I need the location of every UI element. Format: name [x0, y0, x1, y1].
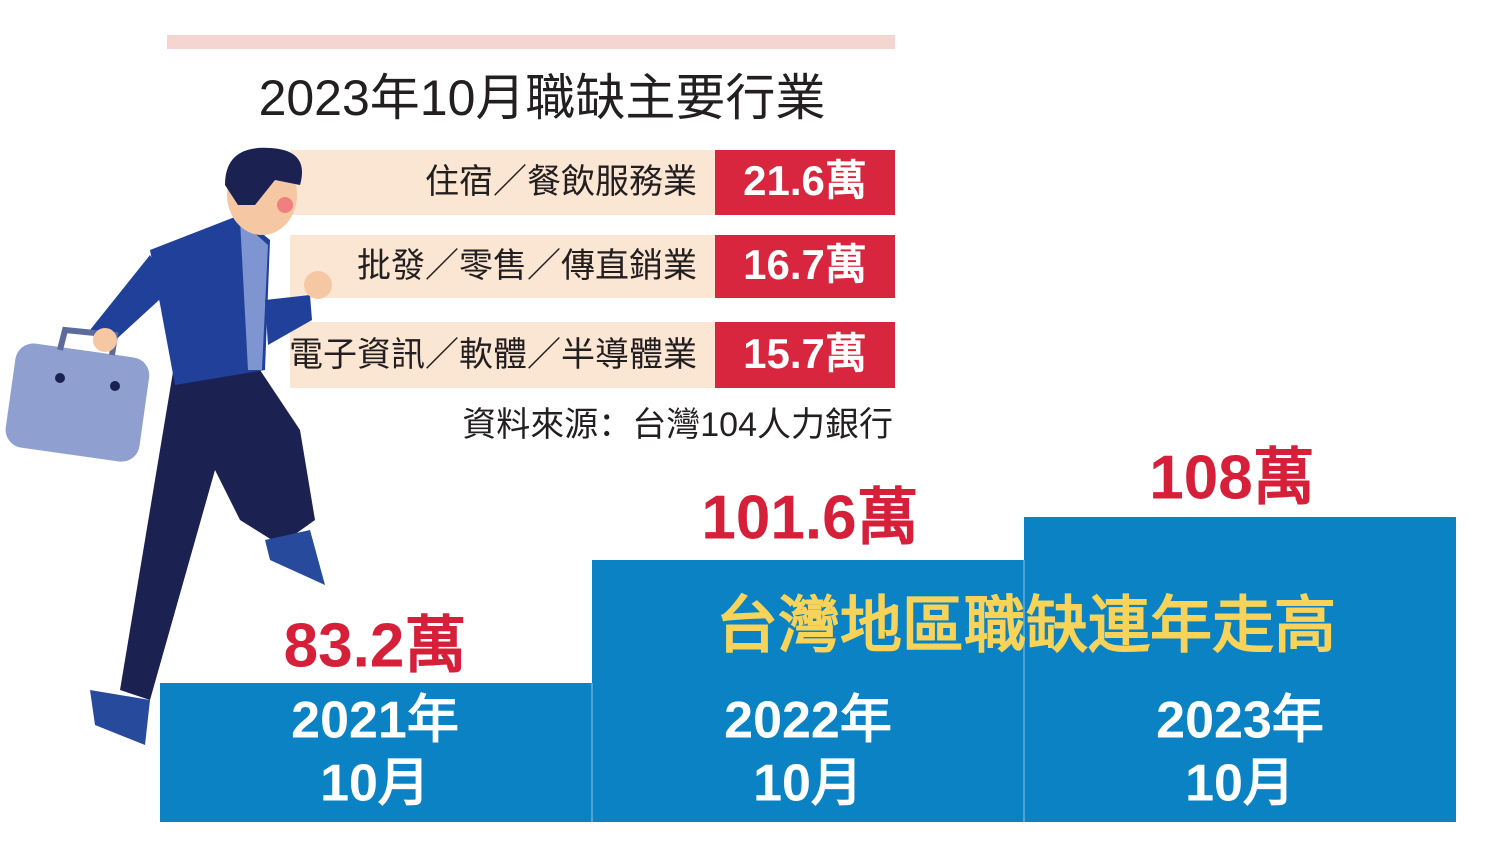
- step-value: 108萬: [1149, 443, 1314, 512]
- step-value: 83.2萬: [284, 611, 467, 680]
- industry-value: 16.7萬: [743, 241, 867, 288]
- row-bg: [290, 150, 715, 215]
- row-bg: [290, 322, 715, 388]
- top-strip: [167, 35, 895, 49]
- headline: 台灣地區職缺連年走高: [716, 591, 1336, 660]
- row-bg: [290, 235, 715, 298]
- title: 2023年10月職缺主要行業: [259, 70, 826, 126]
- industry-name: 批發／零售／傳直銷業: [357, 247, 697, 285]
- step-year: 2023年: [1156, 692, 1324, 750]
- source: 資料來源：台灣104人力銀行: [462, 406, 893, 444]
- industry-value: 21.6萬: [743, 157, 867, 204]
- step-block: [1024, 517, 1456, 822]
- row-value-bg: [715, 150, 895, 215]
- step-month: 10月: [320, 755, 430, 813]
- row-value-bg: [715, 235, 895, 298]
- step-block: [592, 560, 1024, 822]
- industry-name: 住宿／餐飲服務業: [425, 163, 697, 201]
- step-year: 2021年: [291, 692, 459, 750]
- row-value-bg: [715, 322, 895, 388]
- step-month: 10月: [1185, 755, 1295, 813]
- step-block: [160, 683, 592, 822]
- industry-value: 15.7萬: [743, 330, 867, 377]
- industry-name: 電子資訊／軟體／半導體業: [289, 336, 697, 374]
- step-year: 2022年: [724, 692, 892, 750]
- step-value: 101.6萬: [701, 483, 918, 552]
- person-illustration: [5, 147, 332, 745]
- step-month: 10月: [753, 755, 863, 813]
